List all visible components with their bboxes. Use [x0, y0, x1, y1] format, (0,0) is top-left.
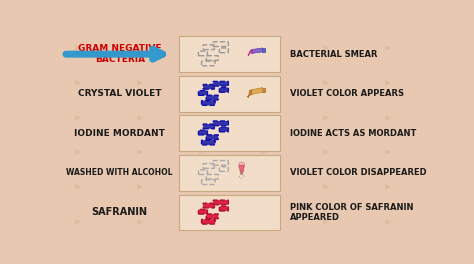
Text: ▶: ▶ — [75, 182, 82, 191]
FancyBboxPatch shape — [179, 115, 280, 151]
Text: WASHED WITH ALCOHOL: WASHED WITH ALCOHOL — [66, 168, 173, 177]
FancyBboxPatch shape — [203, 84, 214, 89]
Text: ▶: ▶ — [200, 182, 206, 191]
Text: ▶: ▶ — [200, 43, 206, 52]
Text: ▶: ▶ — [323, 78, 330, 87]
FancyBboxPatch shape — [179, 195, 280, 230]
Polygon shape — [247, 90, 252, 98]
Polygon shape — [262, 88, 265, 92]
Text: ▶: ▶ — [137, 182, 144, 191]
Text: IODINE ACTS AS MORDANT: IODINE ACTS AS MORDANT — [290, 129, 417, 138]
FancyBboxPatch shape — [206, 135, 219, 139]
Text: ▶: ▶ — [200, 78, 206, 87]
FancyBboxPatch shape — [206, 95, 219, 100]
Text: ▶: ▶ — [261, 182, 268, 191]
Text: ▶: ▶ — [261, 216, 268, 226]
Polygon shape — [262, 48, 265, 52]
FancyBboxPatch shape — [219, 127, 228, 132]
Text: ▶: ▶ — [200, 216, 206, 226]
FancyBboxPatch shape — [219, 206, 228, 211]
Text: ▶: ▶ — [385, 147, 392, 156]
FancyBboxPatch shape — [203, 124, 214, 129]
Text: ▶: ▶ — [261, 147, 268, 156]
Polygon shape — [240, 171, 243, 175]
FancyArrowPatch shape — [66, 49, 163, 59]
FancyBboxPatch shape — [213, 200, 228, 205]
Polygon shape — [239, 165, 244, 171]
Text: ▶: ▶ — [75, 216, 82, 226]
Text: ▶: ▶ — [137, 113, 144, 122]
Text: ▶: ▶ — [200, 147, 206, 156]
Polygon shape — [248, 50, 253, 56]
Text: ▶: ▶ — [137, 43, 144, 52]
Text: ▶: ▶ — [137, 78, 144, 87]
FancyBboxPatch shape — [213, 81, 228, 86]
Text: ▶: ▶ — [75, 113, 82, 122]
FancyBboxPatch shape — [206, 214, 219, 219]
Text: VIOLET COLOR APPEARS: VIOLET COLOR APPEARS — [290, 89, 404, 98]
Text: ▶: ▶ — [385, 216, 392, 226]
FancyBboxPatch shape — [219, 88, 228, 92]
Text: ▶: ▶ — [261, 78, 268, 87]
Text: SAFRANIN: SAFRANIN — [91, 208, 148, 218]
FancyBboxPatch shape — [203, 203, 214, 208]
Text: ▶: ▶ — [323, 216, 330, 226]
FancyBboxPatch shape — [179, 36, 280, 72]
Polygon shape — [251, 88, 263, 95]
Text: ▶: ▶ — [323, 113, 330, 122]
FancyBboxPatch shape — [201, 101, 215, 105]
Text: ▶: ▶ — [385, 78, 392, 87]
Text: ▶: ▶ — [323, 147, 330, 156]
Text: ▶: ▶ — [75, 147, 82, 156]
Text: ▶: ▶ — [385, 182, 392, 191]
Text: VIOLET COLOR DISAPPEARED: VIOLET COLOR DISAPPEARED — [290, 168, 427, 177]
Text: ▶: ▶ — [75, 43, 82, 52]
Text: ▶: ▶ — [137, 216, 144, 226]
Text: ▶: ▶ — [75, 78, 82, 87]
FancyBboxPatch shape — [179, 76, 280, 112]
Text: BACTERIAL SMEAR: BACTERIAL SMEAR — [290, 50, 378, 59]
Text: ▶: ▶ — [200, 113, 206, 122]
Polygon shape — [252, 48, 263, 53]
Text: CRYSTAL VIOLET: CRYSTAL VIOLET — [78, 89, 162, 98]
FancyBboxPatch shape — [201, 140, 215, 145]
FancyBboxPatch shape — [201, 219, 215, 224]
FancyBboxPatch shape — [199, 209, 208, 214]
Text: ▶: ▶ — [385, 43, 392, 52]
Circle shape — [243, 175, 245, 177]
Text: PINK COLOR OF SAFRANIN
APPEARED: PINK COLOR OF SAFRANIN APPEARED — [290, 203, 414, 222]
Text: IODINE MORDANT: IODINE MORDANT — [74, 129, 165, 138]
Text: GRAM NEGATIVE
BACTERIA: GRAM NEGATIVE BACTERIA — [78, 44, 162, 64]
Circle shape — [241, 177, 243, 179]
Text: ▶: ▶ — [323, 43, 330, 52]
FancyBboxPatch shape — [213, 121, 228, 126]
Text: ▶: ▶ — [385, 113, 392, 122]
Text: ▶: ▶ — [261, 113, 268, 122]
FancyBboxPatch shape — [179, 155, 280, 191]
Circle shape — [238, 176, 240, 177]
Circle shape — [238, 162, 245, 168]
Text: ▶: ▶ — [261, 43, 268, 52]
FancyBboxPatch shape — [199, 91, 208, 95]
FancyBboxPatch shape — [199, 130, 208, 135]
Text: ▶: ▶ — [323, 182, 330, 191]
Text: ▶: ▶ — [137, 147, 144, 156]
